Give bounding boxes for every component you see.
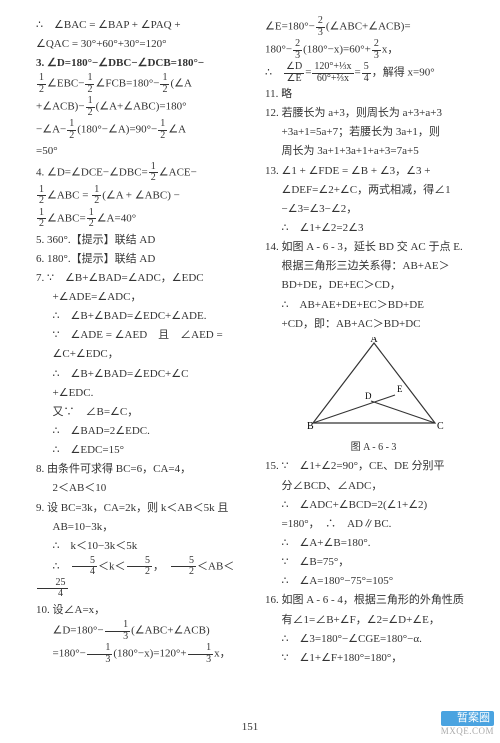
problem-7: 7. ∵ ∠B+∠BAD=∠ADC，∠EDC (36, 269, 253, 287)
problem-16: 16. 如图 A - 6 - 4，根据三角形的外角性质 (265, 591, 482, 609)
line: ∵ ∠B=75°， (265, 553, 482, 571)
line: ∵ ∠ADE = ∠AED 且 ∠AED = (36, 326, 253, 344)
watermark-brand: 暂案圈 (441, 711, 494, 726)
line: ∴ ∠A=180°−75°=105° (265, 572, 482, 590)
problem-3: 3. ∠D=180°−∠DBC−∠DCB=180°− (36, 54, 253, 72)
line: ∴ ∠EDC=15° (36, 441, 253, 459)
line: 180°−23(180°−x)=60°+23x， (265, 39, 482, 61)
watermark: 暂案圈 MXQE.COM (441, 711, 494, 737)
figure-a-6-3: A B C D E (265, 337, 482, 438)
problem-10: 10. 设∠A=x， (36, 601, 253, 619)
line: ∴ ∠BAD=2∠EDC. (36, 422, 253, 440)
line: =50° (36, 142, 253, 160)
label-A: A (370, 337, 378, 345)
problem-6: 6. 180°.【提示】联结 AD (36, 250, 253, 268)
line: +∠ACB)−12(∠A+∠ABC)=180° (36, 96, 253, 118)
line: 有∠1=∠B+∠F，∠2=∠D+∠E， (265, 611, 482, 629)
line: +∠ADE=∠ADC， (36, 288, 253, 306)
line: ∴ ∠A+∠B=180°. (265, 534, 482, 552)
label-B: B (307, 421, 314, 432)
line: 12∠ABC = 12(∠A + ∠ABC) − (36, 185, 253, 207)
line: +CD，即：AB+AC＞BD+DC (265, 315, 482, 333)
line: ∠C+∠EDC， (36, 345, 253, 363)
line: ∠QAC = 30°+60°+30°=120° (36, 35, 253, 53)
line: ∴ ∠B+∠BAD=∠EDC+∠C (36, 365, 253, 383)
right-column: ∠E=180°−23(∠ABC+∠ACB)= 180°−23(180°−x)=6… (265, 16, 482, 668)
line: ∴ 54＜k＜52， 52＜AB＜254 (36, 556, 253, 600)
line: AB=10−3k， (36, 518, 253, 536)
figure-caption: 图 A - 6 - 3 (265, 440, 482, 457)
line: 分∠BCD、∠ADC， (265, 477, 482, 495)
problem-4: 4. ∠D=∠DCE−∠DBC=12∠ACE− (36, 162, 253, 184)
line: ∴ AB+AE+DE+EC＞BD+DE (265, 296, 482, 314)
line: −∠3=∠3−∠2， (265, 200, 482, 218)
line: 2＜AB＜10 (36, 479, 253, 497)
line: 12∠EBC−12∠FCB=180°−12(∠A (36, 73, 253, 95)
line: −∠A−12(180°−∠A)=90°−12∠A (36, 119, 253, 141)
problem-13: 13. ∠1 + ∠FDE = ∠B + ∠3，∠3 + (265, 162, 482, 180)
line: 根据三角形三边关系得：AB+AE＞ (265, 257, 482, 275)
line: 周长为 3a+1+3a+1+a+3=7a+5 (265, 142, 482, 160)
line: +∠EDC. (36, 384, 253, 402)
line: ∴ ∠B+∠BAD=∠EDC+∠ADE. (36, 307, 253, 325)
problem-12: 12. 若腰长为 a+3，则周长为 a+3+a+3 (265, 104, 482, 122)
line: ∴ ∠ADC+∠BCD=2(∠1+∠2) (265, 496, 482, 514)
problem-8: 8. 由条件可求得 BC=6，CA=4， (36, 460, 253, 478)
line: ∴ ∠BAC = ∠BAP + ∠PAQ + (36, 16, 253, 34)
problem-5: 5. 360°.【提示】联结 AD (36, 231, 253, 249)
label-D: D (365, 391, 372, 401)
line: ∴ ∠1+∠2=2∠3 (265, 219, 482, 237)
line: +3a+1=5a+7；若腰长为 3a+1，则 (265, 123, 482, 141)
watermark-url: MXQE.COM (441, 726, 494, 737)
line: ∴ ∠D∠E=120°+⅓x60°+⅔x=54，解得 x=90° (265, 62, 482, 84)
line: ∴ k＜10−3k＜5k (36, 537, 253, 555)
line: 又∵ ∠B=∠C， (36, 403, 253, 421)
line: BD+DE，DE+EC＞CD， (265, 276, 482, 294)
line: ∠E=180°−23(∠ABC+∠ACB)= (265, 16, 482, 38)
problem-14: 14. 如图 A - 6 - 3，延长 BD 交 AC 于点 E. (265, 238, 482, 256)
line: ∠DEF=∠2+∠C，两式相减，得∠1 (265, 181, 482, 199)
label-C: C (437, 421, 444, 432)
left-column: ∴ ∠BAC = ∠BAP + ∠PAQ + ∠QAC = 30°+60°+30… (36, 16, 253, 668)
line: ∴ ∠3=180°−∠CGE=180°−α. (265, 630, 482, 648)
line: 12∠ABC=12∠A=40° (36, 208, 253, 230)
triangle-diagram: A B C D E (299, 337, 449, 432)
page-content: ∴ ∠BAC = ∠BAP + ∠PAQ + ∠QAC = 30°+60°+30… (0, 0, 500, 698)
line: =180°−13(180°−x)=120°+13x， (36, 643, 253, 665)
label-E: E (397, 384, 403, 394)
page-number: 151 (0, 721, 500, 733)
line: ∵ ∠1+∠F+180°=180°， (265, 649, 482, 667)
line: =180°， ∴ AD∥BC. (265, 515, 482, 533)
problem-11: 11. 略 (265, 85, 482, 103)
line: ∠D=180°−13(∠ABC+∠ACB) (36, 620, 253, 642)
problem-9: 9. 设 BC=3k，CA=2k，则 k＜AB＜5k 且 (36, 499, 253, 517)
problem-15: 15. ∵ ∠1+∠2=90°，CE、DE 分别平 (265, 457, 482, 475)
label: 3. ∠D=180°−∠DBC−∠DCB=180°− (36, 57, 204, 69)
